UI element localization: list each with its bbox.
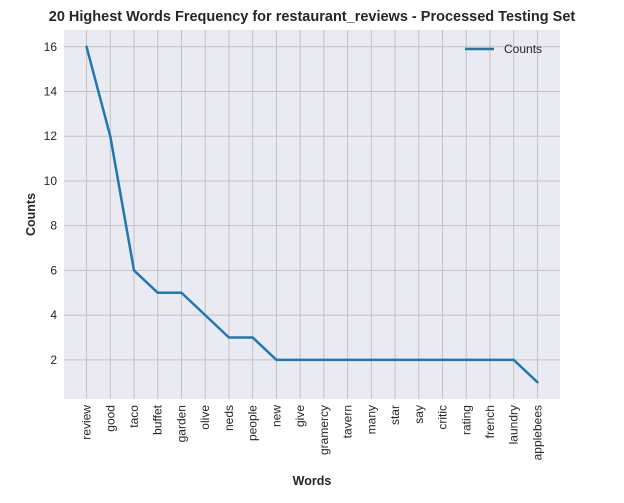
x-tick-label-say: say bbox=[412, 405, 426, 424]
y-tick-label: 12 bbox=[44, 129, 58, 143]
y-tick-label: 2 bbox=[50, 353, 57, 367]
x-tick-label-star: star bbox=[388, 405, 402, 425]
x-tick-label-laundry: laundry bbox=[507, 405, 521, 444]
x-axis-ticks: review good taco buffet garden olive neds peopl… bbox=[80, 404, 545, 460]
x-tick-label-new: new bbox=[269, 405, 283, 427]
x-tick-label-critic: critic bbox=[436, 405, 450, 430]
x-tick-label-garden: garden bbox=[174, 405, 188, 442]
y-axis-label: Counts bbox=[24, 193, 38, 236]
y-tick-label: 6 bbox=[50, 263, 57, 277]
x-tick-label-many: many bbox=[364, 405, 378, 434]
x-tick-label-people: people bbox=[246, 405, 260, 441]
x-tick-label-applebees: applebees bbox=[530, 405, 544, 460]
chart-title: 20 Highest Words Frequency for restauran… bbox=[49, 9, 576, 25]
x-tick-label-french: french bbox=[483, 405, 497, 438]
x-tick-label-give: give bbox=[293, 405, 307, 427]
y-tick-label: 8 bbox=[50, 219, 57, 233]
x-tick-label-rating: rating bbox=[459, 405, 473, 435]
x-tick-label-buffet: buffet bbox=[151, 404, 165, 434]
x-tick-label-taco: taco bbox=[127, 405, 141, 428]
legend-label-counts: Counts bbox=[504, 42, 542, 56]
y-axis-ticks: 2 4 6 8 10 12 14 16 bbox=[44, 40, 58, 367]
x-axis-label: Words bbox=[293, 474, 332, 488]
y-tick-label: 4 bbox=[50, 308, 57, 322]
y-tick-label: 10 bbox=[44, 174, 58, 188]
x-tick-label-gramercy: gramercy bbox=[317, 405, 331, 455]
y-tick-label: 16 bbox=[44, 40, 58, 54]
x-tick-label-good: good bbox=[103, 405, 117, 432]
y-tick-label: 14 bbox=[44, 85, 58, 99]
plot-area bbox=[64, 30, 560, 399]
x-tick-label-review: review bbox=[80, 405, 94, 440]
x-tick-label-tavern: tavern bbox=[341, 405, 355, 438]
x-tick-label-olive: olive bbox=[198, 405, 212, 430]
x-tick-label-neds: neds bbox=[222, 405, 236, 431]
